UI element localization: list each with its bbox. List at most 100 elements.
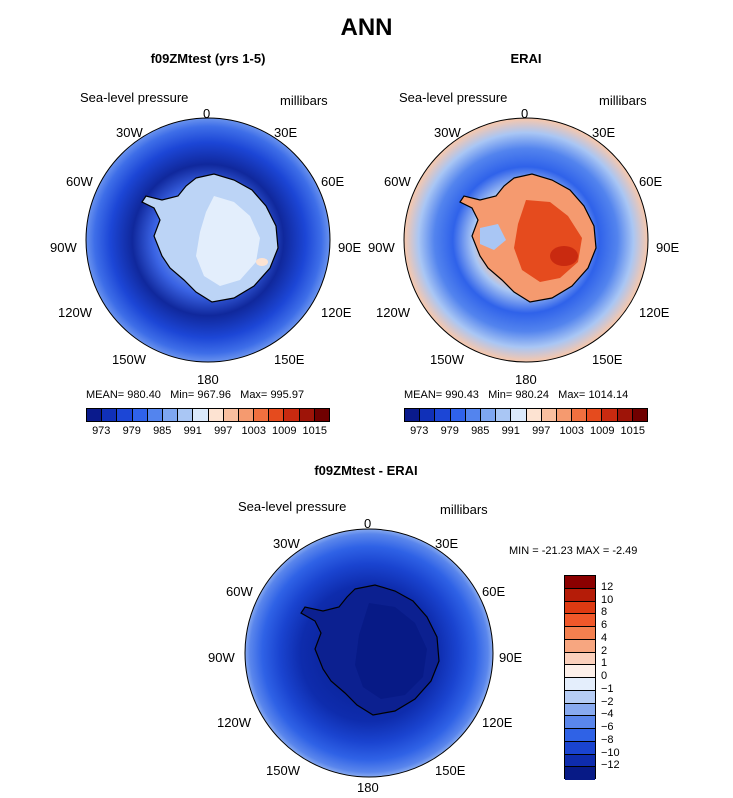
diff-colorbar-tick-label: 6 [601,619,608,631]
obs-colorbar-tick-label: 973 [410,425,429,437]
obs-min-value: 980.24 [515,389,549,401]
main-title: ANN [340,14,393,41]
obs-colorbar-swatch [617,409,633,421]
obs-colorbar [404,408,648,422]
diff-colorbar-swatch [565,639,595,653]
diff-lon-120e: 120E [482,715,513,730]
model-colorbar-tick-label: 985 [153,425,172,437]
diff-colorbar-swatch [565,576,595,589]
diff-colorbar-swatch [565,716,595,729]
diff-polar-map [244,528,494,778]
obs-polar-map [403,117,649,363]
diff-colorbar-swatch [565,729,595,742]
model-lon-60w: 60W [66,174,93,189]
obs-colorbar-tick-label: 1003 [559,425,584,437]
obs-colorbar-swatch [572,409,588,421]
model-mean-value: 980.40 [127,389,161,401]
obs-mean-label: MEAN= [404,389,443,401]
obs-lon-120e: 120E [639,305,670,320]
obs-lon-90e: 90E [656,240,680,255]
diff-colorbar [564,575,596,780]
diff-colorbar-tick-label: −4 [601,708,614,721]
obs-min-label: Min= [488,389,513,401]
model-lon-30e: 30E [274,125,298,140]
diff-colorbar-swatch [565,741,595,755]
diff-lon-60e: 60E [482,584,506,599]
model-colorbar-tick-label: 979 [122,425,141,437]
model-colorbar-swatch [314,409,329,421]
diff-colorbar-swatch [565,690,595,704]
diff-lon-120w: 120W [217,715,251,730]
model-colorbar-swatch [178,409,194,421]
diff-colorbar-swatch [565,627,595,640]
model-colorbar-swatch [147,409,163,421]
obs-lon-150e: 150E [592,352,623,367]
diff-colorbar-swatch [565,703,595,717]
diff-colorbar-tick-label: 1 [601,657,608,670]
model-colorbar-tick-label: 1015 [302,425,327,437]
model-colorbar-swatch [117,409,133,421]
obs-colorbar-swatch [465,409,481,421]
obs-lon-60w: 60W [384,174,411,189]
obs-colorbar-labels: 973 979 985 991 997 1003 1009 1015 [404,425,648,439]
model-max-label: Max= [240,389,268,401]
model-colorbar-swatch [238,409,255,421]
obs-colorbar-swatch [587,409,603,421]
obs-colorbar-tick-label: 991 [501,425,520,437]
diff-lon-90w: 90W [208,650,235,665]
diff-colorbar-swatch [565,678,595,691]
obs-colorbar-tick-label: 1009 [590,425,615,437]
model-lon-120w: 120W [58,305,92,320]
diff-panel-title: f09ZMtest - ERAI [314,463,418,478]
obs-max-value: 1014.14 [588,389,629,401]
diff-minmax: MIN = -21.23 MAX = -2.49 [509,545,638,557]
model-colorbar-swatch [269,409,285,421]
obs-mean-value: 990.43 [445,389,479,401]
obs-variable-label: Sea-level pressure [399,90,508,105]
model-lon-120e: 120E [321,305,352,320]
diff-lon-30w: 30W [273,536,300,551]
diff-colorbar-tick-label: −6 [601,721,614,733]
model-units-label: millibars [280,93,328,108]
diff-variable-label: Sea-level pressure [238,499,347,514]
diff-lon-150w: 150W [266,763,300,778]
model-polar-map [85,117,331,363]
obs-stats: MEAN= 990.43 Min= 980.24 Max= 1014.14 [404,389,628,401]
model-lon-150w: 150W [112,352,146,367]
obs-panel-title: ERAI [510,51,542,66]
obs-colorbar-tick-label: 1015 [620,425,645,437]
diff-colorbar-swatch [565,601,595,615]
diff-colorbar-tick-label: −2 [601,695,614,708]
model-variable-label: Sea-level pressure [80,90,189,105]
model-colorbar-swatch [299,409,315,421]
obs-lon-90w: 90W [368,240,395,255]
model-colorbar-tick-label: 997 [214,425,233,437]
diff-colorbar-swatch [565,754,595,768]
obs-lon-60e: 60E [639,174,663,189]
diff-lon-30e: 30E [435,536,459,551]
diff-colorbar-tick-label: 2 [601,644,608,657]
obs-lon-120w: 120W [376,305,410,320]
model-colorbar-tick-label: 991 [183,425,202,437]
diff-colorbar-swatch [565,614,595,627]
obs-colorbar-tick-label: 997 [532,425,551,437]
model-lon-0: 0 [203,106,211,121]
obs-colorbar-swatch [632,409,647,421]
diff-colorbar-tick-label: 4 [601,631,608,644]
diff-colorbar-tick-label: 12 [601,580,614,593]
diff-lon-90e: 90E [499,650,523,665]
model-colorbar-swatch [102,409,118,421]
model-colorbar-tick-label: 973 [92,425,111,437]
diff-colorbar-tick-label: 0 [601,670,608,682]
obs-lon-30e: 30E [592,125,616,140]
model-colorbar-swatch [132,409,148,421]
model-colorbar-swatch [284,409,300,421]
obs-colorbar-swatch [420,409,436,421]
model-colorbar [86,408,330,422]
diff-lon-60w: 60W [226,584,253,599]
obs-colorbar-swatch [480,409,497,421]
diff-lon-0: 0 [364,516,372,531]
diff-lon-180: 180 [357,780,379,795]
model-colorbar-swatch [223,409,239,421]
diff-colorbar-tick-label: −1 [601,682,614,695]
